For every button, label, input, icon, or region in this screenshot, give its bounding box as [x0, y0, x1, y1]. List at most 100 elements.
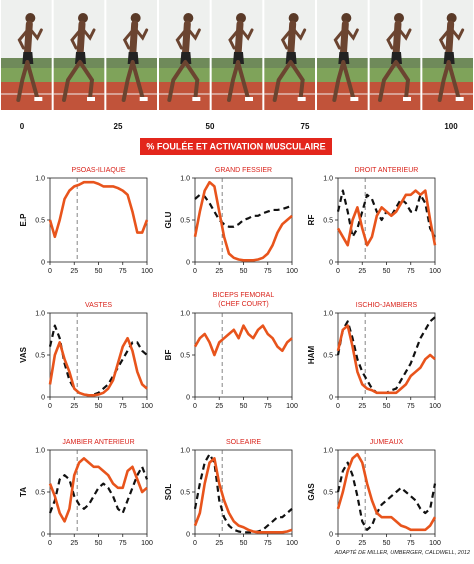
- x-tick-label: 50: [240, 403, 248, 410]
- stride-tick-label: 75: [301, 122, 310, 131]
- photo: [369, 0, 421, 110]
- photo: [53, 0, 105, 110]
- series-line: [336, 189, 437, 247]
- y-axis-label: RF: [307, 215, 316, 226]
- photo: [106, 0, 157, 110]
- stride-tick-label: 100: [444, 122, 458, 131]
- runner-shoe: [139, 97, 148, 101]
- y-tick-label: 0: [329, 260, 333, 267]
- runner-arms: [70, 26, 96, 50]
- x-tick-label: 75: [407, 403, 415, 410]
- x-tick-label: 100: [141, 403, 153, 410]
- banner: % FOULÉE ET ACTIVATION MUSCULAIRE: [146, 141, 325, 151]
- runner-shorts: [391, 52, 402, 64]
- series-line: [48, 465, 149, 515]
- banner-box: [140, 138, 332, 155]
- series-line: [193, 453, 293, 534]
- x-tick-label: 75: [264, 403, 272, 410]
- runner-shorts: [180, 52, 192, 64]
- x-tick-label: 100: [286, 268, 298, 275]
- plot-frame: [337, 312, 436, 398]
- series-line: [193, 180, 293, 262]
- y-axis-label: GAS: [307, 483, 316, 501]
- series-line: [194, 193, 293, 228]
- y-axis-label: BF: [164, 350, 173, 361]
- x-tick-label: 75: [264, 540, 272, 547]
- y-tick-label: 1.0: [35, 448, 45, 455]
- x-tick-label: 50: [95, 540, 103, 547]
- y-tick-label: 0.5: [35, 218, 45, 225]
- runner-shorts: [233, 52, 244, 64]
- x-tick-label: 25: [358, 268, 366, 275]
- x-tick-label: 100: [286, 403, 298, 410]
- x-tick-label: 75: [119, 268, 127, 275]
- photo-track: [53, 82, 105, 110]
- y-tick-label: 0.5: [323, 490, 333, 497]
- runner-legs: [378, 60, 411, 102]
- runner-arms: [280, 26, 307, 50]
- series-line: [336, 324, 436, 395]
- x-tick-label: 25: [215, 268, 223, 275]
- runner-arms: [175, 26, 201, 50]
- y-tick-label: 0: [329, 395, 333, 402]
- photo: [422, 0, 473, 110]
- runner-shorts: [443, 52, 455, 64]
- runner-shorts: [285, 52, 297, 64]
- x-tick-label: 100: [429, 403, 441, 410]
- runner-shoe: [245, 97, 253, 101]
- chart-title: JUMEAUX: [370, 439, 404, 446]
- runner-arms: [122, 26, 149, 50]
- series-line: [48, 336, 148, 397]
- credit: ADAPTÉ DE MILLER, UMBERGER, CALDWELL, 20…: [334, 549, 470, 556]
- x-tick-label: 50: [95, 403, 103, 410]
- x-tick-label: 25: [358, 540, 366, 547]
- photo: [264, 0, 315, 110]
- x-tick-label: 75: [407, 268, 415, 275]
- y-tick-label: 0: [41, 260, 45, 267]
- photo-track: [264, 82, 315, 110]
- x-tick-label: 75: [119, 540, 127, 547]
- y-tick-label: 0.5: [35, 353, 45, 360]
- photo: [317, 0, 368, 110]
- x-tick-label: 0: [48, 403, 52, 410]
- series-line: [336, 189, 436, 238]
- y-tick-label: 0.5: [323, 218, 333, 225]
- runner-head: [236, 13, 246, 23]
- x-tick-label: 50: [383, 403, 391, 410]
- y-tick-label: 0.5: [180, 353, 190, 360]
- runner-head: [183, 13, 194, 23]
- y-tick-label: 1.0: [180, 448, 190, 455]
- photo-grass: [159, 68, 210, 82]
- x-tick-label: 0: [336, 540, 340, 547]
- runner-shoe: [87, 97, 95, 101]
- x-tick-label: 75: [407, 540, 415, 547]
- x-tick-label: 25: [215, 540, 223, 547]
- y-tick-label: 0.5: [35, 490, 45, 497]
- runner-head: [130, 13, 141, 23]
- x-tick-label: 100: [141, 540, 153, 547]
- runner-head: [341, 13, 352, 23]
- x-tick-label: 50: [240, 268, 248, 275]
- series-line: [336, 316, 436, 394]
- y-axis-label: E.P: [19, 213, 28, 227]
- series-line: [48, 457, 148, 523]
- y-tick-label: 1.0: [323, 448, 333, 455]
- photo-grass: [317, 68, 368, 82]
- stride-tick-label: 0: [20, 122, 25, 131]
- photo: [1, 0, 52, 110]
- runner-legs: [121, 60, 145, 102]
- photo-grass: [211, 68, 263, 82]
- plot-frame: [49, 177, 148, 263]
- stride-tick-label: 50: [206, 122, 215, 131]
- series-line: [336, 452, 437, 532]
- photo-track: [211, 82, 263, 110]
- photo-track: [159, 82, 210, 110]
- x-tick-label: 0: [193, 403, 197, 410]
- series-line: [193, 324, 293, 357]
- chart-subtitle: (CHEF COURT): [218, 301, 268, 308]
- y-tick-label: 1.0: [323, 176, 333, 183]
- photo-grass: [106, 68, 157, 82]
- x-tick-label: 100: [429, 268, 441, 275]
- stride-tick-label: 25: [114, 122, 123, 131]
